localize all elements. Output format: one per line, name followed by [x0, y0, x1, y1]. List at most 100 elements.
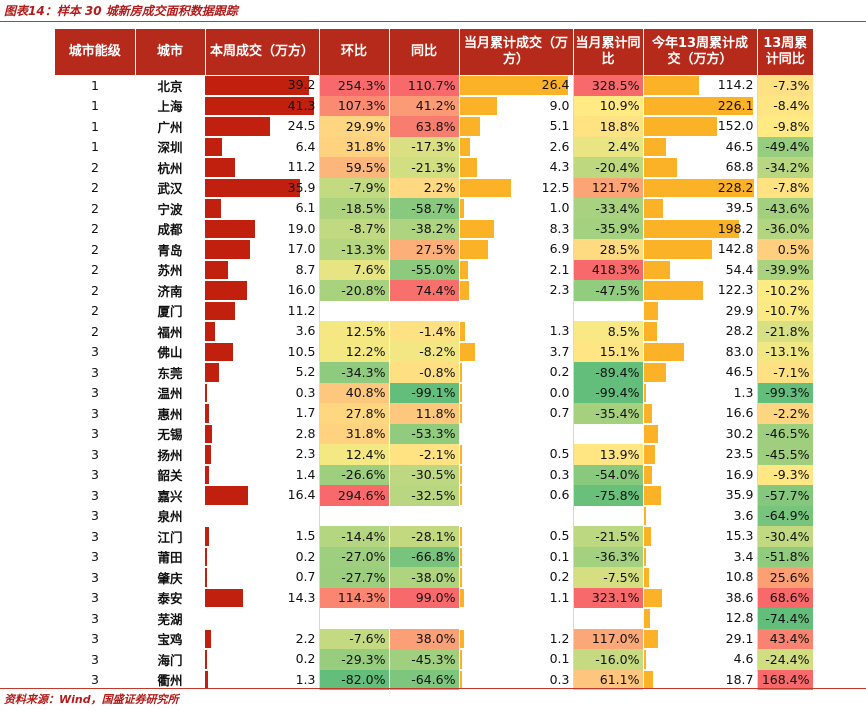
weekly-volume-value: 17.0: [287, 241, 316, 256]
y13-yoy-cell: -10.2%: [757, 280, 814, 301]
weekly-volume-value: 39.2: [287, 77, 316, 92]
yoy-change-cell: -58.7%: [389, 198, 460, 219]
weekly-volume-cell: 2.8: [205, 423, 320, 444]
weekly-volume-cell: 14.3: [205, 587, 320, 608]
month-cum-value: 8.3: [549, 220, 570, 236]
yoy-change-cell: -21.3%: [389, 157, 460, 178]
yoy-change-cell: -53.3%: [389, 423, 460, 444]
weekly-volume-bar: [205, 322, 215, 341]
y13-cum-cell: 114.2: [643, 75, 758, 96]
y13-cum-value: 226.1: [717, 97, 754, 113]
table-row: 3 泰安 14.3 114.3% 99.0% 1.1 323.1% 38.6 68.6%: [55, 587, 814, 608]
weekly-volume-cell: 11.2: [205, 300, 320, 321]
y13-cum-cell: 23.5: [643, 444, 758, 465]
weekly-volume-value: 1.7: [295, 405, 316, 420]
city-name-cell: 韶关: [157, 468, 183, 484]
figure-caption: 图表14：样本 30 城新房成交面积数据跟踪: [4, 4, 238, 18]
city-name-cell: 嘉兴: [157, 488, 183, 504]
weekly-volume-value: 6.1: [295, 200, 316, 215]
month-cum-bar: [459, 547, 462, 566]
mom-change-cell: -8.7%: [319, 218, 390, 239]
y13-cum-bar: [643, 322, 658, 341]
month-yoy-cell: -20.4%: [573, 157, 644, 178]
y13-cum-value: 18.7: [725, 671, 754, 687]
city-name-cell: 惠州: [157, 406, 183, 422]
y13-yoy-cell: -39.9%: [757, 259, 814, 280]
month-yoy-cell: 8.5%: [573, 321, 644, 342]
table-row: 3 肇庆 0.7 -27.7% -38.0% 0.2 -7.5% 10.8 25.6%: [55, 567, 814, 588]
month-cum-value: 9.0: [549, 97, 570, 113]
weekly-volume-bar: [205, 199, 222, 218]
weekly-volume-cell: 1.3: [205, 669, 320, 690]
weekly-volume-cell: 3.6: [205, 321, 320, 342]
yoy-change-cell: 63.8%: [389, 116, 460, 137]
month-cum-bar: [459, 445, 462, 464]
y13-cum-value: 23.5: [725, 446, 754, 461]
weekly-volume-value: 1.3: [295, 671, 316, 687]
month-cum-cell: 1.3: [459, 321, 574, 342]
y13-cum-cell: 4.6: [643, 649, 758, 670]
y13-yoy-cell: -64.9%: [757, 505, 814, 526]
month-cum-value: 4.3: [549, 159, 570, 174]
weekly-volume-bar: [205, 158, 235, 177]
weekly-volume-cell: 11.2: [205, 157, 320, 178]
y13-cum-bar: [643, 445, 655, 464]
month-yoy-cell: -21.5%: [573, 526, 644, 547]
table-body: 1 北京 39.2 254.3% 110.7% 26.4 328.5% 114.2 -7.3% 1…: [55, 75, 814, 690]
weekly-volume-bar: [205, 527, 209, 546]
city-name-cell: 青岛: [157, 242, 183, 258]
y13-cum-bar: [643, 178, 754, 197]
mom-change-cell: -27.0%: [319, 546, 390, 567]
y13-cum-value: 38.6: [725, 589, 754, 605]
mom-change-cell: -13.3%: [319, 239, 390, 260]
weekly-volume-value: 8.7: [295, 261, 316, 277]
month-cum-cell: 12.5: [459, 177, 574, 198]
month-cum-cell: 26.4: [459, 75, 574, 96]
y13-cum-bar: [643, 219, 740, 238]
y13-cum-cell: 38.6: [643, 587, 758, 608]
table-row: 2 青岛 17.0 -13.3% 27.5% 6.9 28.5% 142.8 0.5%: [55, 239, 814, 260]
city-name-cell: 扬州: [157, 447, 183, 463]
y13-yoy-cell: -10.7%: [757, 300, 814, 321]
weekly-volume-bar: [205, 342, 233, 361]
y13-cum-cell: 15.3: [643, 526, 758, 547]
city-name-cell: 上海: [157, 99, 183, 115]
month-cum-bar: [459, 363, 462, 382]
month-cum-bar: [459, 158, 478, 177]
yoy-change-cell: -2.1%: [389, 444, 460, 465]
y13-cum-bar: [643, 96, 753, 115]
weekly-volume-value: 19.0: [287, 220, 316, 236]
weekly-volume-value: 0.2: [295, 651, 316, 666]
city-level-cell: 3: [91, 364, 99, 380]
y13-cum-bar: [643, 670, 653, 689]
city-level-cell: 2: [91, 180, 99, 196]
city-level-cell: 3: [91, 487, 99, 503]
yoy-change-cell: -28.1%: [389, 526, 460, 547]
y13-cum-value: 12.8: [725, 610, 754, 625]
city-name-cell: 福州: [157, 324, 183, 340]
month-yoy-cell: -7.5%: [573, 567, 644, 588]
weekly-volume-bar: [205, 240, 250, 259]
yoy-change-cell: -45.3%: [389, 649, 460, 670]
weekly-volume-value: 35.9: [287, 179, 316, 195]
weekly-volume-value: 5.2: [295, 364, 316, 379]
mom-change-cell: 107.3%: [319, 95, 390, 116]
city-level-cell: 2: [91, 262, 99, 278]
table-row: 3 佛山 10.5 12.2% -8.2% 3.7 15.1% 83.0 -13.1%: [55, 341, 814, 362]
y13-cum-bar: [643, 506, 646, 525]
y13-yoy-cell: -34.2%: [757, 157, 814, 178]
month-cum-bar: [459, 568, 462, 587]
month-cum-value: 0.2: [549, 569, 570, 584]
weekly-volume-value: 16.4: [287, 487, 316, 502]
month-yoy-cell: -36.3%: [573, 546, 644, 567]
y13-cum-value: 29.1: [725, 630, 754, 646]
y13-cum-value: 28.2: [725, 323, 754, 338]
header-weekly: 本周成交（万方）: [205, 29, 320, 75]
month-cum-value: 0.3: [549, 466, 570, 482]
city-level-cell: 3: [91, 590, 99, 606]
city-name-cell: 无锡: [157, 427, 183, 443]
month-yoy-cell: [573, 423, 644, 444]
month-yoy-cell: 15.1%: [573, 341, 644, 362]
month-cum-cell: 2.6: [459, 136, 574, 157]
y13-yoy-cell: -43.6%: [757, 198, 814, 219]
